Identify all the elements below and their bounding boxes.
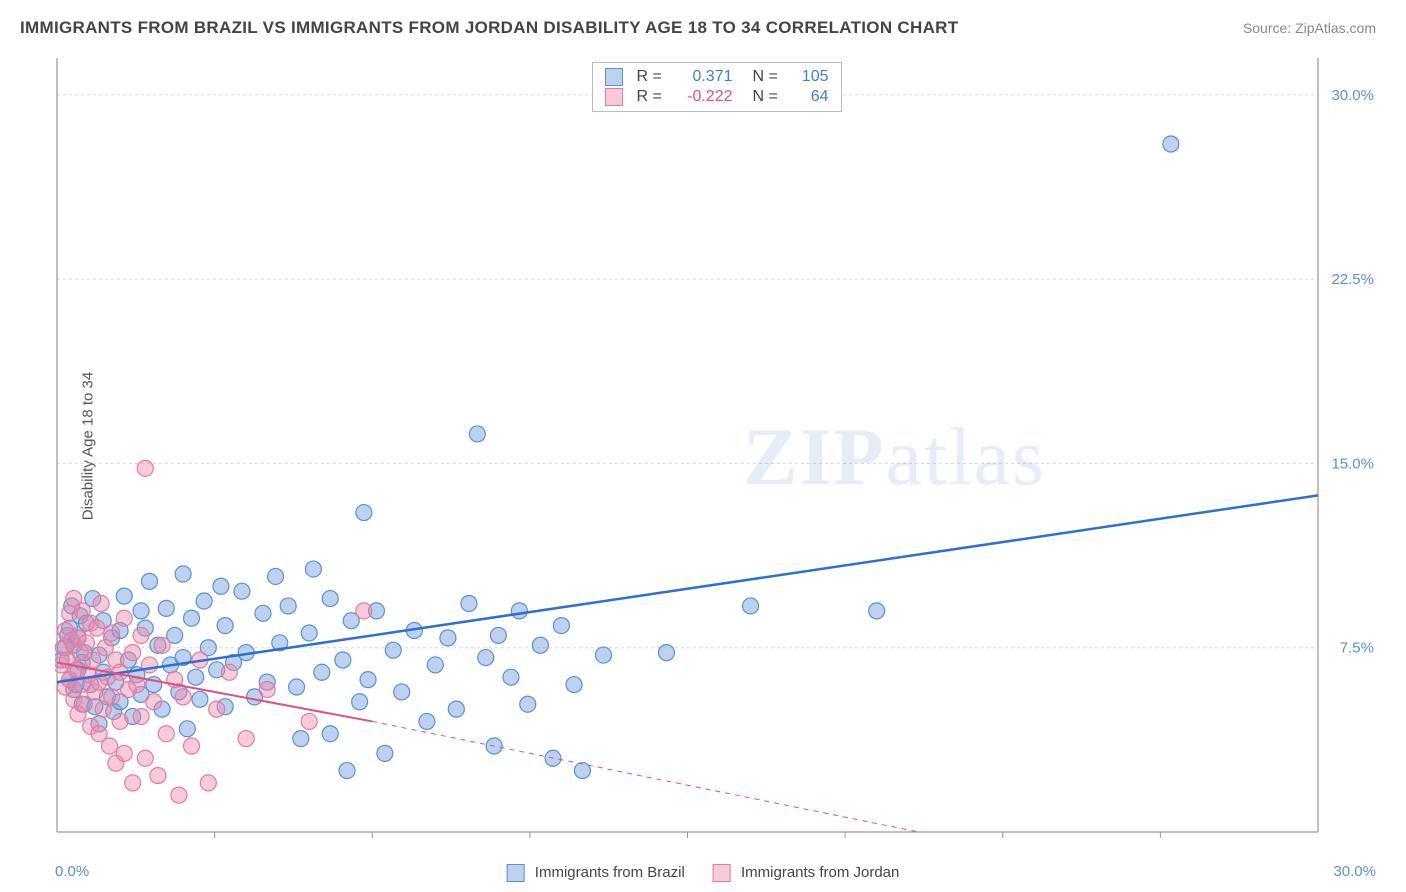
n-label: N = [753,88,781,106]
swatch-jordan [605,88,623,106]
swatch-brazil-bottom [507,864,525,882]
legend-row-jordan: R = -0.222 N = 64 [605,87,829,107]
r-label: R = [637,68,667,86]
svg-text:7.5%: 7.5% [1340,640,1374,657]
legend-item-jordan: Immigrants from Jordan [713,864,900,882]
x-max-label: 30.0% [1333,863,1376,880]
source-label: Source: [1243,20,1291,36]
correlation-legend: R = 0.371 N = 105 R = -0.222 N = 64 [592,62,842,112]
legend-label-brazil: Immigrants from Brazil [535,864,685,881]
swatch-jordan-bottom [713,864,731,882]
source-link[interactable]: ZipAtlas.com [1295,20,1376,36]
chart-area: 7.5% 15.0% 22.5% 30.0% R = 0.371 N = 105 R … [55,50,1378,850]
svg-text:30.0%: 30.0% [1331,87,1374,104]
r-label: R = [637,88,667,106]
chart-title: IMMIGRANTS FROM BRAZIL VS IMMIGRANTS FRO… [20,18,958,38]
source-attribution: Source: ZipAtlas.com [1243,20,1376,36]
scatter-chart-svg: 7.5% 15.0% 22.5% 30.0% [55,50,1378,850]
r-value-brazil: 0.371 [675,68,733,86]
svg-text:22.5%: 22.5% [1331,271,1374,288]
svg-text:15.0%: 15.0% [1331,455,1374,472]
r-value-jordan: -0.222 [675,88,733,106]
legend-row-brazil: R = 0.371 N = 105 [605,67,829,87]
x-origin-label: 0.0% [55,863,89,880]
series-legend: Immigrants from Brazil Immigrants from J… [507,864,900,882]
n-value-brazil: 105 [789,68,829,86]
swatch-brazil [605,68,623,86]
legend-item-brazil: Immigrants from Brazil [507,864,685,882]
n-value-jordan: 64 [789,88,829,106]
legend-label-jordan: Immigrants from Jordan [741,864,899,881]
n-label: N = [753,68,781,86]
